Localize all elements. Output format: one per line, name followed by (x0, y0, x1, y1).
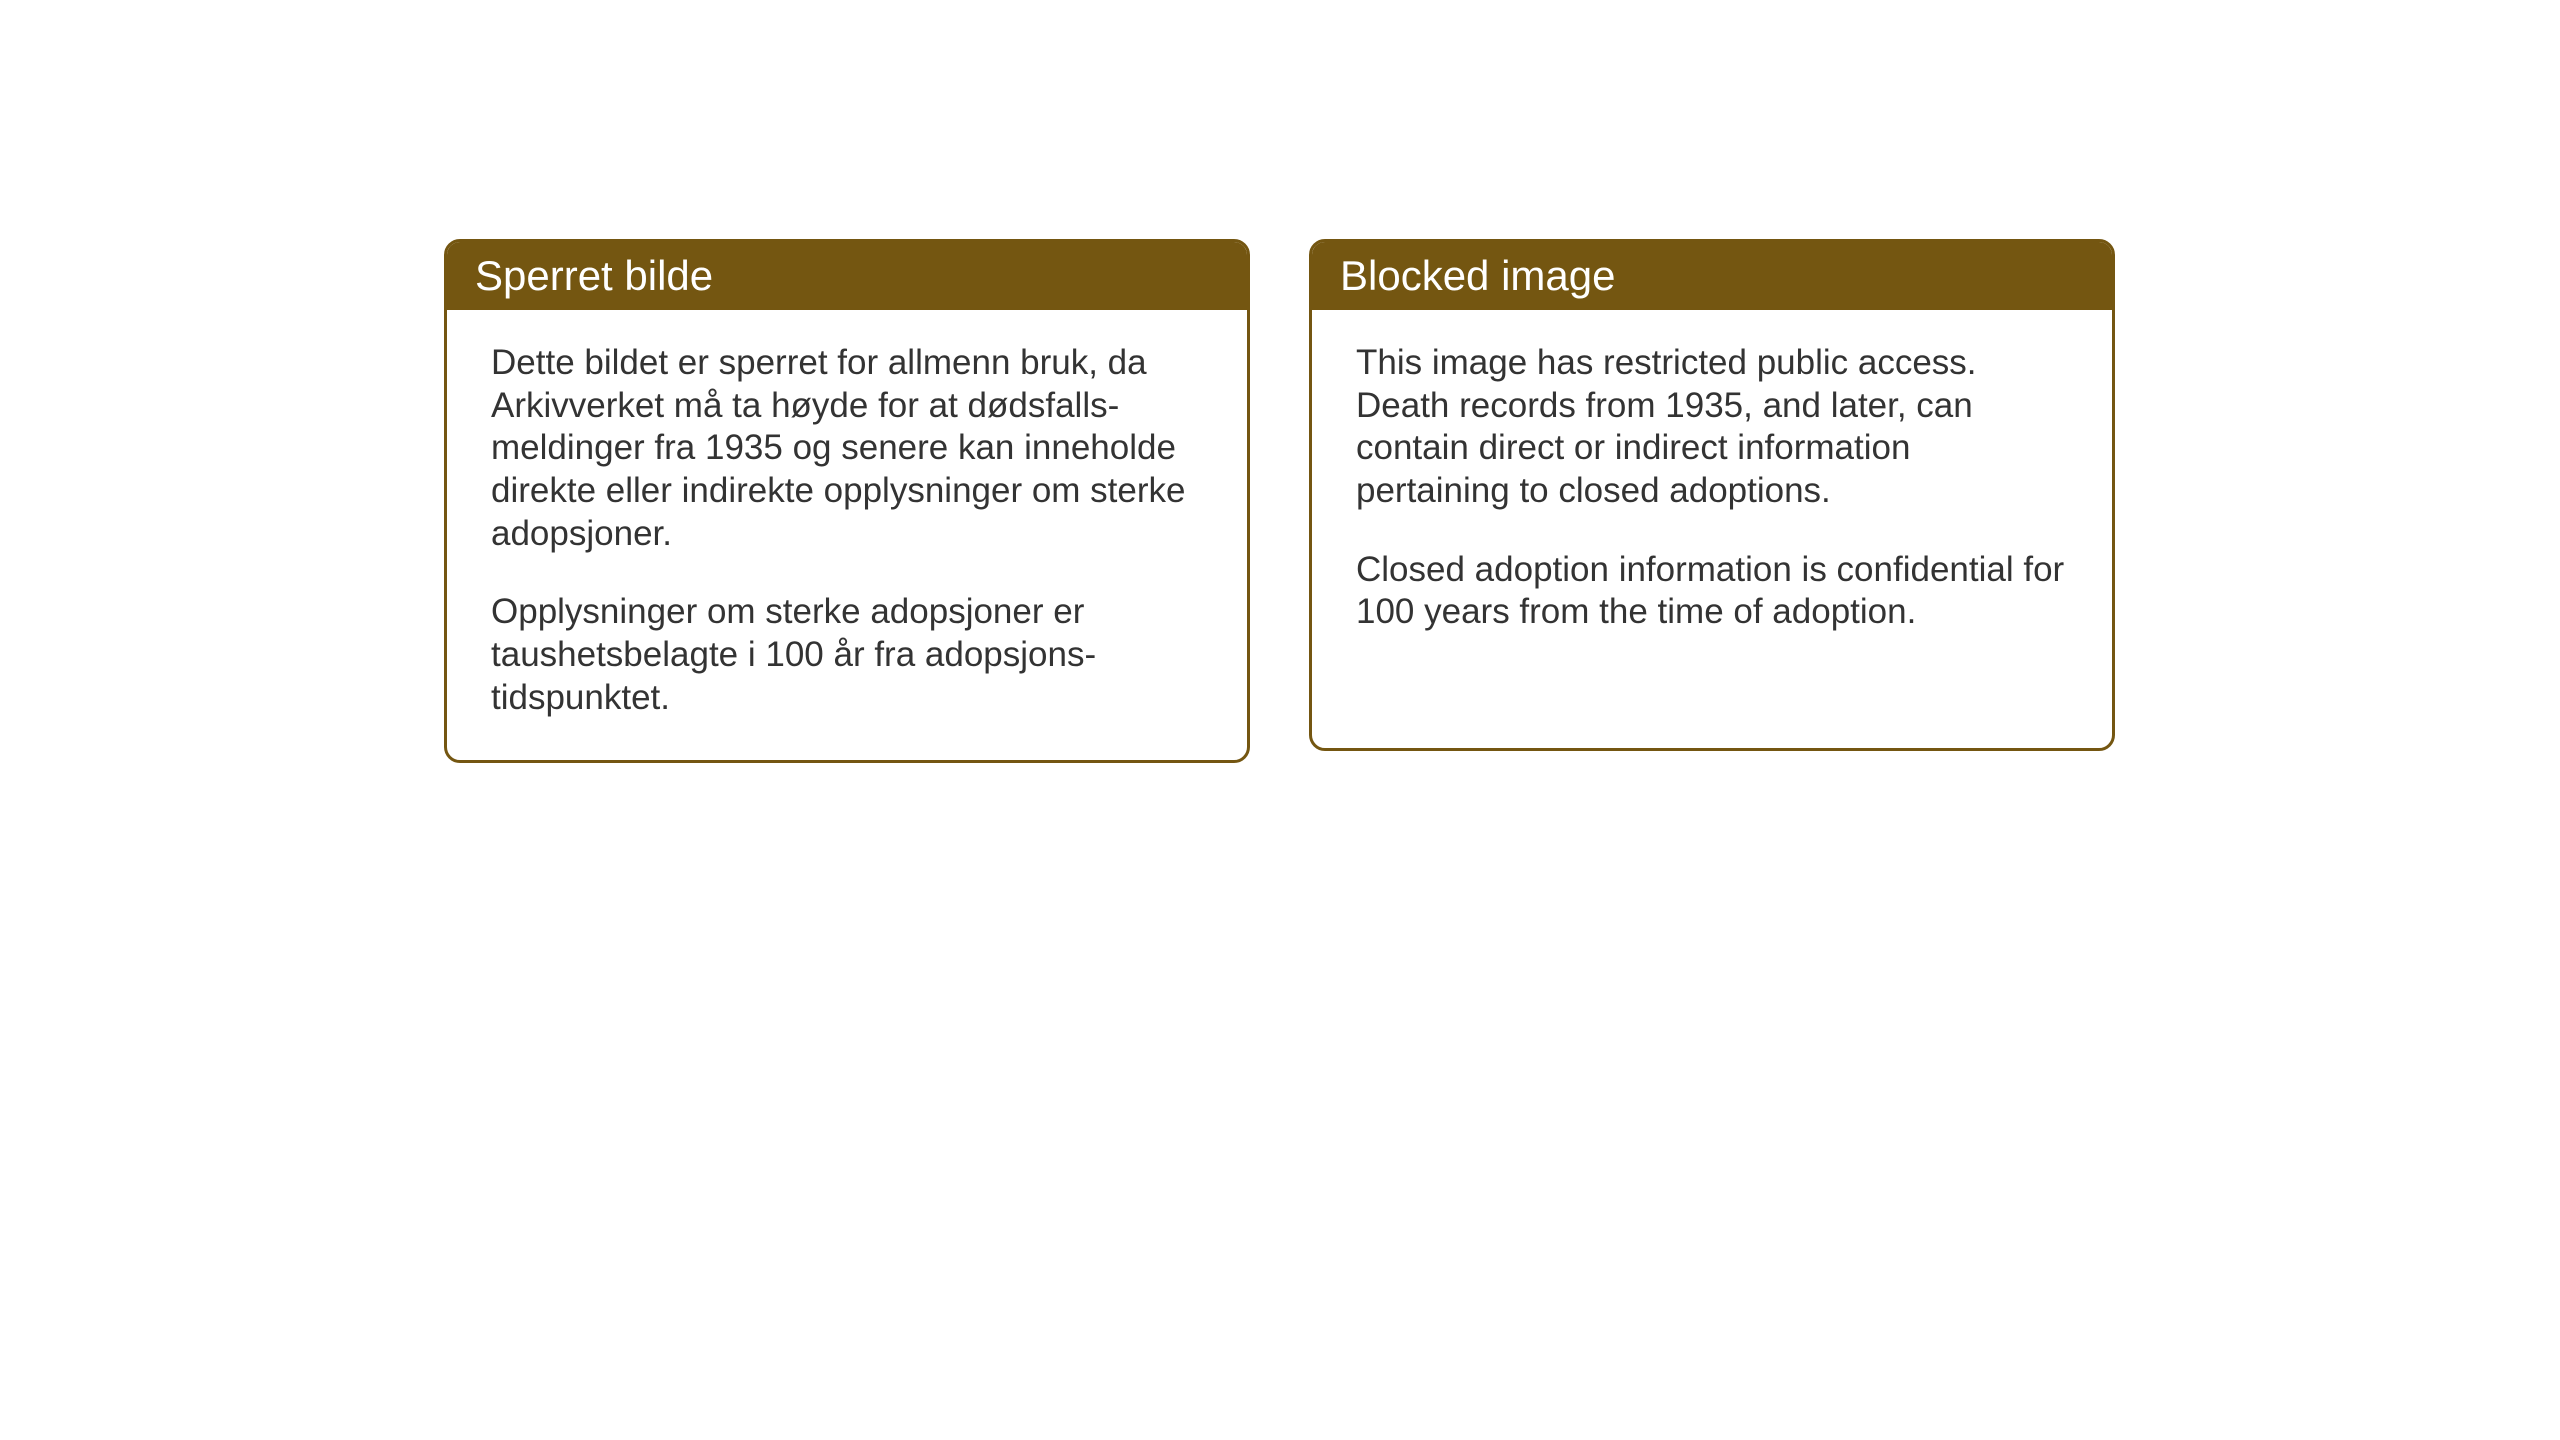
notice-card-norwegian: Sperret bilde Dette bildet er sperret fo… (444, 239, 1250, 763)
notice-container: Sperret bilde Dette bildet er sperret fo… (444, 239, 2115, 763)
card-body-norwegian: Dette bildet er sperret for allmenn bruk… (447, 310, 1247, 760)
card-title-norwegian: Sperret bilde (475, 252, 713, 299)
card-title-english: Blocked image (1340, 252, 1615, 299)
card-paragraph-1-english: This image has restricted public access.… (1356, 342, 2068, 513)
card-header-norwegian: Sperret bilde (447, 242, 1247, 310)
card-paragraph-1-norwegian: Dette bildet er sperret for allmenn bruk… (491, 342, 1203, 555)
card-body-english: This image has restricted public access.… (1312, 310, 2112, 674)
card-header-english: Blocked image (1312, 242, 2112, 310)
card-paragraph-2-norwegian: Opplysninger om sterke adopsjoner er tau… (491, 591, 1203, 719)
card-paragraph-2-english: Closed adoption information is confident… (1356, 549, 2068, 634)
notice-card-english: Blocked image This image has restricted … (1309, 239, 2115, 751)
